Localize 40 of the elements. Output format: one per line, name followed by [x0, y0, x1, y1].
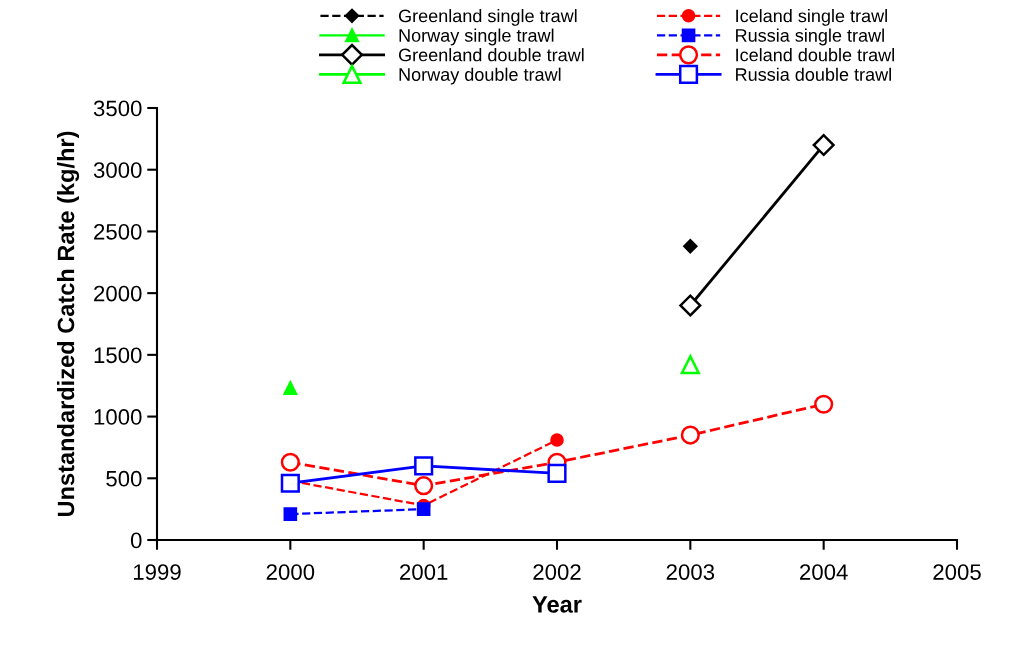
point — [280, 452, 300, 472]
legend-label: Iceland single trawl — [736, 9, 887, 26]
y-tick-label: 2500 — [94, 223, 142, 240]
point — [550, 433, 564, 447]
point — [683, 239, 698, 254]
point — [680, 355, 700, 375]
point — [416, 502, 431, 516]
x-tick-label: 2005 — [933, 564, 981, 580]
point — [679, 294, 702, 317]
y-tick-label: 1000 — [94, 409, 142, 425]
x-axis-title: Year — [532, 596, 582, 613]
point — [680, 425, 700, 445]
y-tick-label: 3500 — [93, 100, 142, 117]
point — [814, 394, 834, 414]
point — [414, 456, 434, 476]
y-axis-title: Unstandardized Catch Rate (kg/hr) — [56, 131, 80, 517]
legend-label: Greenland double trawl — [398, 48, 584, 62]
x-tick-label: 2004 — [800, 564, 848, 580]
point — [283, 381, 298, 395]
legend-label: Norway single trawl — [399, 28, 554, 46]
y-tick-label: 500 — [106, 470, 142, 487]
x-tick-label: 2003 — [666, 564, 715, 580]
x-tick-label: 2001 — [400, 564, 448, 580]
legend-label: Greenland single trawl — [398, 9, 577, 26]
point — [414, 476, 434, 496]
point — [283, 507, 298, 521]
y-tick-label: 1500 — [94, 347, 142, 364]
point — [280, 473, 300, 493]
x-tick-label: 1999 — [133, 564, 181, 580]
legend-label: Norway double trawl — [399, 67, 561, 85]
legend-label: Iceland double trawl — [736, 48, 894, 62]
y-tick-label: 3000 — [93, 162, 142, 178]
legend-label: Russia single trawl — [736, 28, 884, 46]
y-tick-label: 2000 — [94, 285, 142, 302]
x-tick-label: 2002 — [533, 564, 581, 580]
point — [812, 133, 835, 157]
legend-label: Russia double trawl — [736, 67, 891, 81]
x-tick-label: 2000 — [266, 564, 315, 580]
y-tick-label: 0 — [130, 532, 142, 549]
point — [547, 463, 567, 483]
